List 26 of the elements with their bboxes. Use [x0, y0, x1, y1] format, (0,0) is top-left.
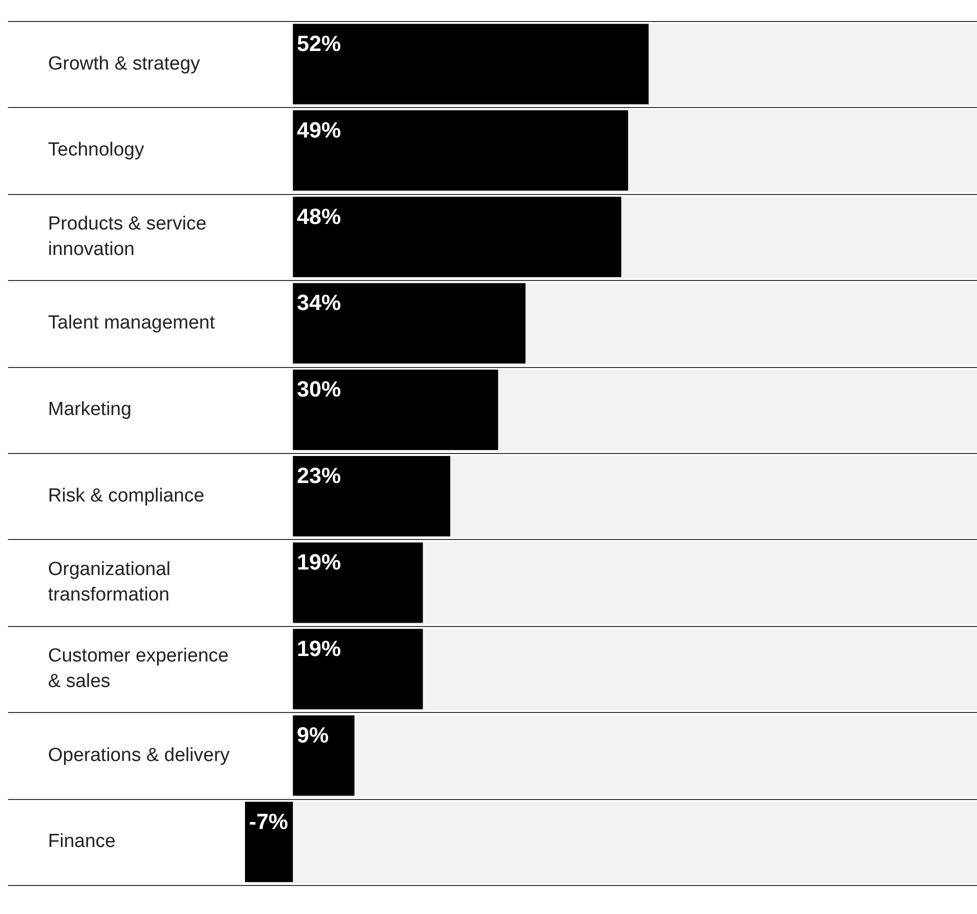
data-label: 52%: [296, 30, 341, 56]
y-tick-label: Talent management: [48, 312, 216, 334]
y-tick-label: Organizational transformation: [48, 559, 171, 606]
y-tick-label: Risk & compliance: [48, 485, 204, 506]
data-label: 19%: [296, 550, 341, 575]
data-label: -7%: [249, 808, 288, 834]
data-label: 34%: [296, 290, 341, 316]
bar: [245, 802, 293, 882]
y-tick-label: Finance: [48, 831, 116, 852]
bar: [292, 370, 498, 450]
data-label: 48%: [296, 204, 341, 229]
data-label: 30%: [296, 376, 341, 402]
y-tick-label: Operations & delivery: [48, 744, 230, 766]
y-tick-label: Marketing: [48, 399, 132, 420]
bar: [292, 456, 450, 536]
bar: [292, 715, 354, 796]
bar: [292, 628, 423, 710]
data-label: 19%: [296, 636, 341, 661]
data-label: 23%: [296, 463, 341, 488]
y-tick-label: Products & service innovation: [48, 213, 206, 260]
bar: [292, 542, 423, 623]
data-label: 49%: [296, 117, 341, 142]
y-tick-label: Growth & strategy: [48, 53, 201, 74]
data-label: 9%: [296, 722, 329, 748]
y-tick-label: Customer experience & sales: [48, 645, 229, 692]
y-tick-label: Technology: [48, 140, 145, 161]
